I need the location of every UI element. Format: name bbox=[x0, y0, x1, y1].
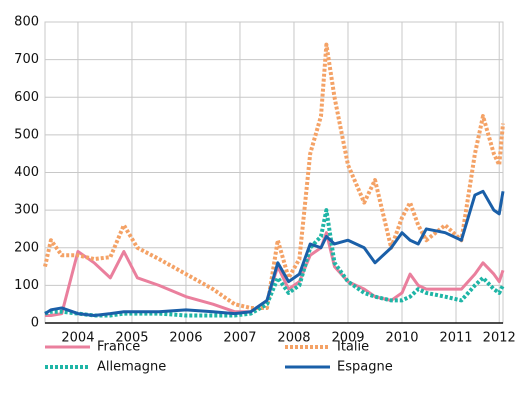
y-tick-label: 100 bbox=[14, 278, 39, 293]
series-line bbox=[45, 231, 505, 317]
x-tick-label: 2010 bbox=[385, 331, 418, 346]
x-tick-label: 2004 bbox=[61, 331, 94, 346]
x-tick-label: 2011 bbox=[439, 331, 472, 346]
y-tick-label: 200 bbox=[14, 240, 39, 255]
y-tick-label: 800 bbox=[14, 15, 39, 30]
legend-label: Espagne bbox=[337, 360, 393, 375]
series-line bbox=[44, 208, 505, 318]
y-tick-label: 700 bbox=[14, 52, 39, 67]
y-tick-label: 0 bbox=[31, 316, 39, 331]
series-line bbox=[44, 189, 505, 317]
y-tick-label: 600 bbox=[14, 90, 39, 105]
y-tick-label: 400 bbox=[14, 165, 39, 180]
y-tick-label: 500 bbox=[14, 127, 39, 142]
x-tick-label: 2007 bbox=[223, 331, 256, 346]
x-tick-label: 2009 bbox=[331, 331, 364, 346]
series-line bbox=[43, 42, 505, 310]
x-tick-label: 2008 bbox=[277, 331, 310, 346]
legend-label: France bbox=[97, 340, 140, 355]
legend-label: Italie bbox=[337, 340, 369, 355]
x-tick-label: 2005 bbox=[115, 331, 148, 346]
x-tick-label: 2006 bbox=[169, 331, 202, 346]
x-tick-label: 2012 bbox=[483, 331, 516, 346]
y-tick-label: 300 bbox=[14, 203, 39, 218]
legend-label: Allemagne bbox=[97, 360, 166, 375]
